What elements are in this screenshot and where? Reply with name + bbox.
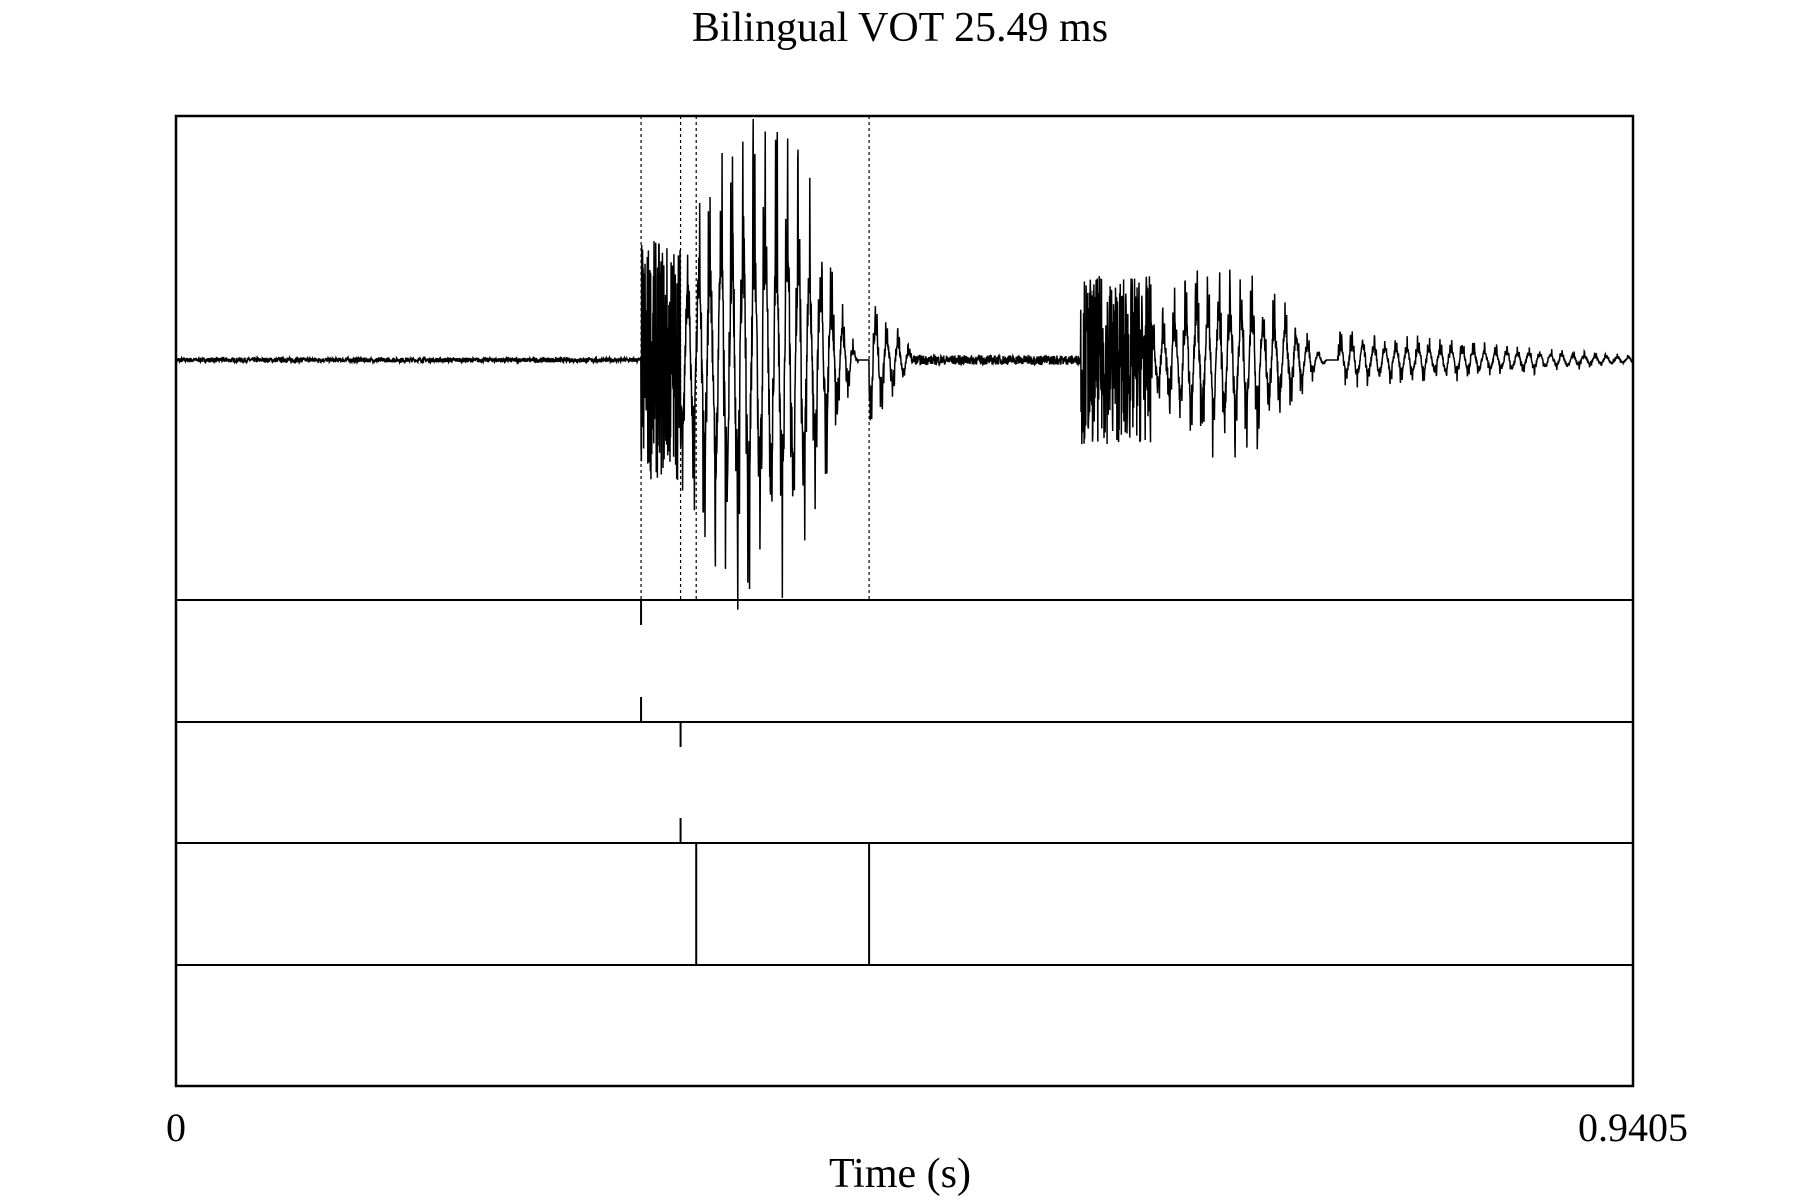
x-axis-label: Time (s)	[829, 1151, 971, 1197]
chart-title: Bilingual VOT 25.49 ms	[691, 5, 1109, 51]
waveform-line	[175, 118, 1634, 610]
x-tick-end: 0.9405	[1578, 1105, 1688, 1150]
plot-frame	[174, 114, 1635, 1088]
x-tick-start: 0	[166, 1105, 186, 1150]
textgrid-tiers	[176, 599, 1633, 1087]
waveform-panel	[175, 118, 1634, 610]
boundary-markers	[640, 116, 871, 965]
